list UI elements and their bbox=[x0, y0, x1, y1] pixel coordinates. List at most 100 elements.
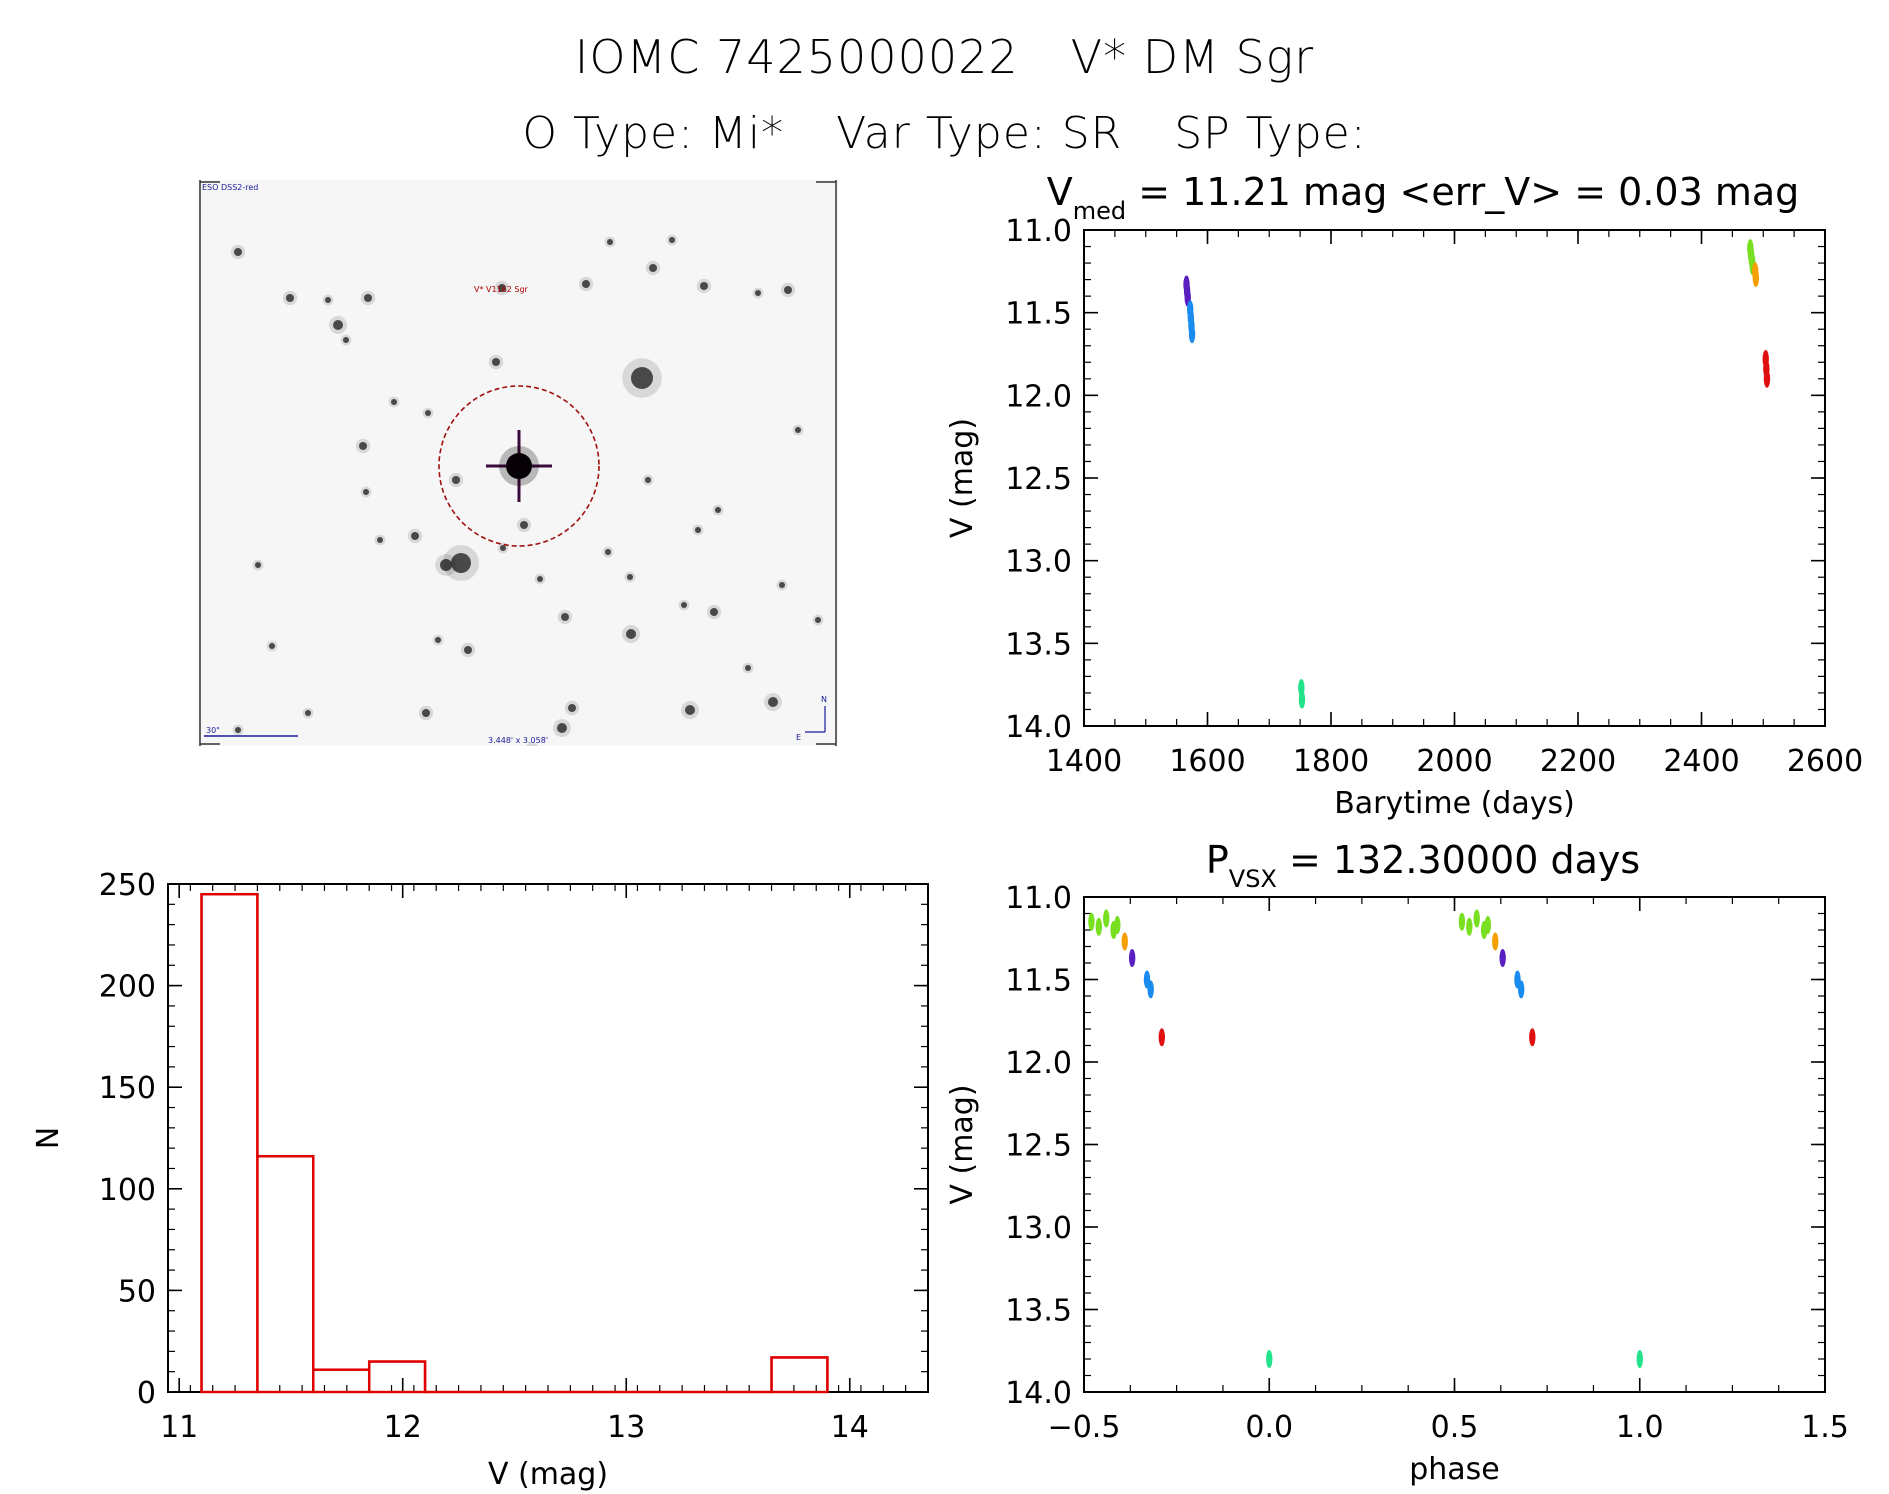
histogram-bar bbox=[770, 1356, 829, 1394]
field-star bbox=[795, 427, 801, 433]
data-point bbox=[1499, 949, 1506, 968]
x-tick-label: 1.5 bbox=[1801, 1410, 1849, 1445]
y-tick-label: 13.5 bbox=[1005, 1294, 1072, 1329]
histogram-bar bbox=[200, 892, 259, 1394]
plot-frame bbox=[167, 883, 929, 1393]
data-point bbox=[1128, 949, 1136, 968]
field-star bbox=[391, 399, 397, 405]
target-star bbox=[486, 430, 552, 502]
field-star bbox=[492, 358, 500, 366]
data-point bbox=[1466, 917, 1473, 936]
figure-subtitle: O Type: Mi* Var Type: SR SP Type: bbox=[0, 108, 1889, 159]
field-star bbox=[768, 697, 778, 707]
field-star bbox=[359, 442, 367, 450]
data-point bbox=[1184, 288, 1191, 307]
data-point bbox=[1763, 359, 1770, 378]
field-star bbox=[557, 723, 567, 733]
scale-label: 30" bbox=[206, 726, 220, 735]
x-tick-label: 1400 bbox=[1046, 744, 1122, 779]
field-star bbox=[411, 532, 419, 540]
data-point bbox=[1298, 678, 1305, 697]
north-label: N bbox=[821, 695, 827, 704]
field-star bbox=[500, 545, 506, 551]
data-point bbox=[1484, 916, 1492, 935]
y-tick-label: 13.0 bbox=[1005, 1211, 1072, 1246]
field-star bbox=[537, 576, 543, 582]
field-star bbox=[607, 239, 613, 245]
field-star bbox=[452, 476, 460, 484]
y-tick-label: 200 bbox=[99, 970, 156, 1005]
histogram-bar bbox=[312, 1368, 371, 1394]
field-star bbox=[627, 574, 633, 580]
field-star bbox=[626, 629, 636, 639]
field-star bbox=[422, 709, 430, 717]
y-tick-label: 12.0 bbox=[1005, 379, 1072, 414]
data-point bbox=[1187, 308, 1195, 327]
spectral-type: SP Type: bbox=[1174, 108, 1367, 159]
data-point bbox=[1762, 349, 1769, 368]
x-axis-label: V (mag) bbox=[488, 1457, 608, 1492]
y-axis-label: N bbox=[31, 1127, 66, 1149]
field-star bbox=[234, 248, 242, 256]
y-tick-label: 150 bbox=[99, 1071, 156, 1106]
east-label: E bbox=[796, 733, 801, 742]
object-type: O Type: Mi* bbox=[522, 108, 785, 159]
data-point bbox=[1473, 909, 1480, 928]
data-point bbox=[1183, 275, 1190, 294]
field-star bbox=[695, 527, 701, 533]
data-point bbox=[1636, 1350, 1643, 1368]
y-tick-label: 11.5 bbox=[1005, 297, 1072, 332]
x-tick-label: 2000 bbox=[1416, 744, 1492, 779]
x-tick-label: 12 bbox=[384, 1410, 422, 1445]
data-point bbox=[1529, 1028, 1536, 1047]
y-axis-label: V (mag) bbox=[945, 418, 980, 538]
data-point bbox=[1266, 1350, 1273, 1368]
field-star bbox=[700, 282, 708, 290]
survey-label: ESO DSS2-red bbox=[202, 183, 258, 192]
y-tick-label: 12.5 bbox=[1005, 1129, 1072, 1164]
star-name: V* DM Sgr bbox=[1070, 30, 1315, 84]
field-star bbox=[681, 602, 687, 608]
x-tick-label: 14 bbox=[831, 1410, 869, 1445]
field-star bbox=[568, 704, 576, 712]
field-star bbox=[649, 264, 657, 272]
plot-frame bbox=[1083, 896, 1826, 1393]
field-star bbox=[605, 549, 611, 555]
y-tick-label: 13.0 bbox=[1005, 545, 1072, 580]
field-star bbox=[269, 643, 275, 649]
field-star bbox=[715, 507, 721, 513]
x-tick-label: 11 bbox=[160, 1410, 198, 1445]
field-star bbox=[364, 294, 372, 302]
x-tick-label: 2400 bbox=[1663, 744, 1739, 779]
field-star bbox=[235, 727, 241, 733]
y-tick-label: 11.0 bbox=[1005, 881, 1072, 916]
data-point bbox=[1110, 921, 1117, 939]
data-point bbox=[1517, 980, 1525, 999]
field-star bbox=[255, 562, 261, 568]
field-star bbox=[645, 477, 651, 483]
figure-title: IOMC 7425000022 V* DM Sgr bbox=[0, 30, 1889, 84]
data-point bbox=[1114, 916, 1121, 935]
field-star bbox=[669, 237, 675, 243]
field-star bbox=[631, 367, 653, 389]
data-point bbox=[1188, 316, 1195, 335]
fov-label: 3.448' x 3.058' bbox=[488, 736, 548, 745]
histogram-outline bbox=[200, 892, 829, 1394]
data-point bbox=[1747, 244, 1755, 263]
data-point bbox=[1147, 980, 1154, 999]
field-star bbox=[440, 559, 452, 571]
data-point bbox=[1749, 257, 1756, 276]
field-star bbox=[815, 617, 821, 623]
y-tick-label: 11.5 bbox=[1005, 964, 1072, 999]
target-label: V* V1162 Sgr bbox=[474, 285, 529, 294]
x-tick-label: 2600 bbox=[1787, 744, 1863, 779]
field-star bbox=[755, 290, 761, 296]
x-tick-label: 1600 bbox=[1169, 744, 1245, 779]
data-point bbox=[1752, 262, 1759, 281]
field-star bbox=[425, 410, 431, 416]
x-tick-label: 2200 bbox=[1540, 744, 1616, 779]
data-point bbox=[1763, 369, 1771, 388]
data-point bbox=[1298, 690, 1306, 709]
field-star bbox=[582, 280, 590, 288]
data-point bbox=[1121, 932, 1128, 951]
